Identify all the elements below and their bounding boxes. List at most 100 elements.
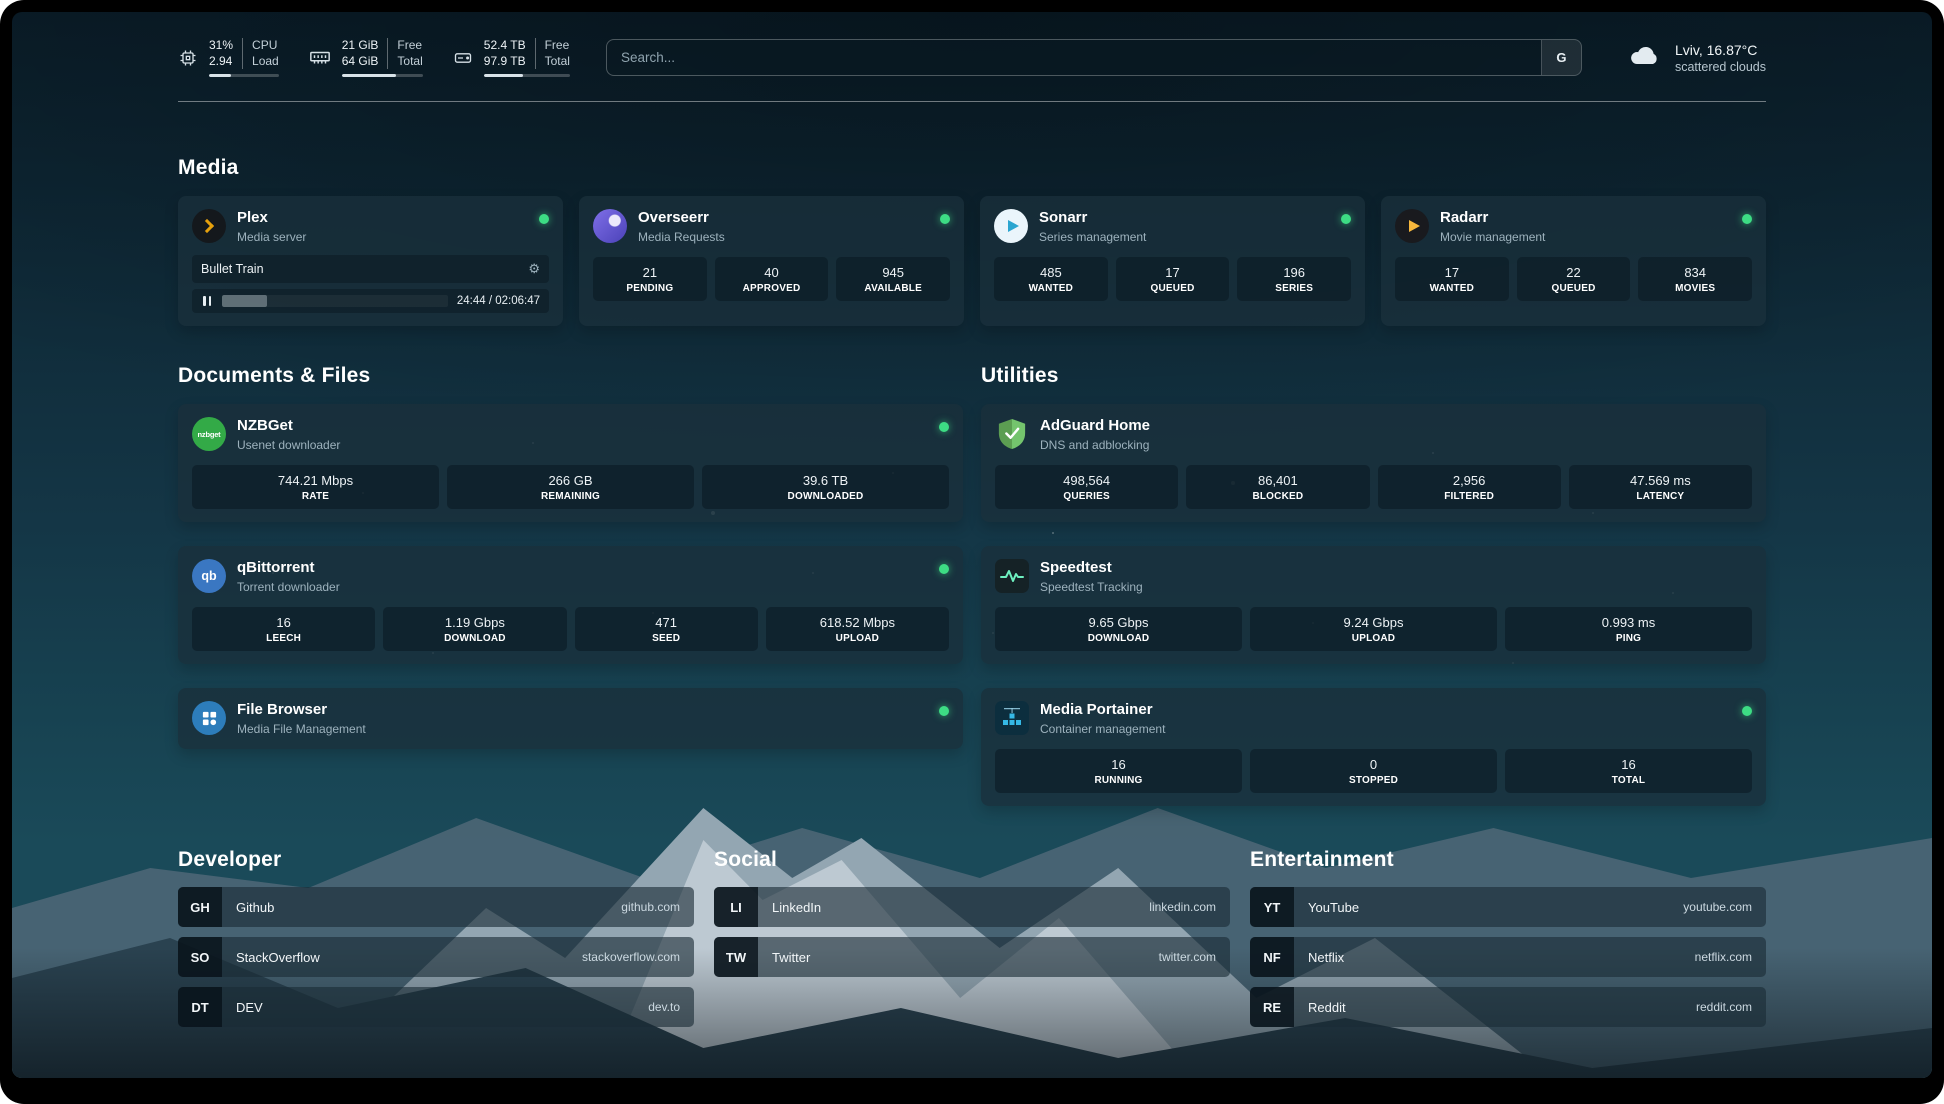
stat-seed: 471 SEED — [574, 607, 758, 652]
stat-queries: 498,564 QUERIES — [995, 465, 1179, 510]
radarr-icon — [1395, 209, 1429, 244]
bookmark-name: YouTube — [1308, 899, 1360, 915]
playback-progress[interactable] — [222, 295, 448, 308]
stat-queued: 17 QUEUED — [1115, 257, 1230, 302]
social-column: Social LI LinkedIn linkedin.com TW Twitt… — [714, 848, 1230, 1027]
developer-column: Developer GH Github github.com SO StackO… — [178, 848, 694, 1028]
system-monitors: 31% CPU 2.94 Load — [178, 38, 570, 78]
bookmark-name: StackOverflow — [236, 949, 320, 965]
app-card-adguard[interactable]: AdGuard Home DNS and adblocking 498,564 … — [981, 404, 1766, 523]
bookmark-netflix[interactable]: NF Netflix netflix.com — [1250, 937, 1766, 978]
bookmark-url: stackoverflow.com — [581, 950, 680, 965]
app-card-sonarr[interactable]: Sonarr Series management 485 WANTED 17 Q… — [980, 196, 1365, 327]
player-row: 24:44 / 02:06:47 — [192, 289, 549, 314]
bookmark-dev[interactable]: DT DEV dev.to — [178, 987, 694, 1028]
stat-downloaded: 39.6 TB DOWNLOADED — [702, 465, 949, 510]
cpu-icon — [178, 48, 198, 68]
app-card-portainer[interactable]: Media Portainer Container management 16 … — [981, 688, 1766, 807]
stat-upload: 618.52 Mbps UPLOAD — [765, 607, 949, 652]
disk-free-value: 52.4 TB — [484, 38, 536, 54]
playback-time: 24:44 / 02:06:47 — [456, 295, 540, 308]
settings-gear-icon[interactable]: ⚙ — [528, 261, 540, 277]
bookmark-youtube[interactable]: YT YouTube youtube.com — [1250, 887, 1766, 928]
app-card-plex[interactable]: Plex Media server Bullet Train ⚙ 24:44 — [178, 196, 563, 327]
stat-queued: 22 QUEUED — [1516, 257, 1631, 302]
documents-column: Documents & Files nzbget NZBGet Usenet d… — [178, 364, 963, 750]
bookmark-url: github.com — [621, 900, 680, 915]
app-card-filebrowser[interactable]: File Browser Media File Management — [178, 688, 963, 750]
app-name: qBittorrent — [237, 559, 315, 577]
stat-wanted: 485 WANTED — [994, 257, 1108, 302]
app-subtitle: Speedtest Tracking — [1040, 580, 1143, 595]
cpu-progress-bar — [209, 74, 279, 78]
memory-total-value: 64 GiB — [342, 53, 389, 70]
bookmark-stackoverflow[interactable]: SO StackOverflow stackoverflow.com — [178, 937, 694, 978]
app-card-qbittorrent[interactable]: qb qBittorrent Torrent downloader 16 — [178, 546, 963, 665]
memory-icon — [309, 48, 331, 68]
weather-widget: Lviv, 16.87°C scattered clouds — [1628, 42, 1766, 74]
disk-total-label: Total — [544, 53, 570, 68]
section-title-utilities: Utilities — [981, 364, 1059, 388]
bookmark-url: netflix.com — [1694, 950, 1752, 965]
app-subtitle: Series management — [1039, 230, 1147, 245]
disk-icon — [453, 48, 473, 68]
speedtest-icon — [995, 559, 1029, 594]
dashboard-content: 31% CPU 2.94 Load — [12, 12, 1932, 1078]
stat-ping: 0.993 ms PING — [1505, 607, 1752, 652]
app-subtitle: Media server — [237, 230, 307, 245]
search-input[interactable] — [606, 40, 1541, 76]
bookmark-github[interactable]: GH Github github.com — [178, 887, 694, 928]
app-name: File Browser — [237, 701, 328, 719]
disk-free-label: Free — [544, 38, 570, 52]
section-title-developer: Developer — [178, 848, 282, 872]
status-dot — [939, 564, 949, 575]
bookmark-reddit[interactable]: RE Reddit reddit.com — [1250, 987, 1766, 1028]
stat-series: 196 SERIES — [1237, 257, 1352, 302]
bookmark-name: DEV — [236, 999, 263, 1015]
stat-pending: 21 PENDING — [593, 257, 707, 302]
cpu-monitor: 31% CPU 2.94 Load — [178, 38, 279, 78]
app-card-speedtest[interactable]: Speedtest Speedtest Tracking 9.65 Gbps D… — [981, 546, 1766, 665]
cpu-load-value: 2.94 — [209, 53, 244, 70]
section-title-entertainment: Entertainment — [1250, 848, 1394, 872]
bookmark-name: Reddit — [1308, 999, 1346, 1015]
status-dot — [939, 706, 949, 717]
status-dot — [939, 422, 949, 433]
now-playing-row: Bullet Train ⚙ — [192, 255, 549, 284]
stat-upload: 9.24 Gbps UPLOAD — [1250, 607, 1497, 652]
stat-filtered: 2,956 FILTERED — [1377, 465, 1561, 510]
stat-approved: 40 APPROVED — [714, 257, 829, 302]
search-bar: G — [605, 39, 1582, 77]
bookmark-url: twitter.com — [1158, 950, 1216, 965]
stat-latency: 47.569 ms LATENCY — [1568, 465, 1752, 510]
disk-progress-bar — [483, 74, 570, 78]
app-card-overseerr[interactable]: Overseerr Media Requests 21 PENDING 40 A… — [579, 196, 964, 327]
bookmark-twitter[interactable]: TW Twitter twitter.com — [714, 937, 1230, 978]
memory-progress-bar — [341, 74, 423, 78]
app-name: AdGuard Home — [1040, 417, 1151, 435]
bookmark-name: LinkedIn — [772, 899, 822, 915]
stat-available: 945 AVAILABLE — [836, 257, 951, 302]
pause-icon[interactable] — [201, 294, 213, 308]
app-subtitle: Media File Management — [237, 722, 366, 737]
app-subtitle: DNS and adblocking — [1040, 438, 1150, 453]
app-card-nzbget[interactable]: nzbget NZBGet Usenet downloader 744.21 M… — [178, 404, 963, 523]
cpu-percent: 31% — [209, 38, 244, 54]
weather-condition: scattered clouds — [1674, 59, 1766, 74]
dashboard-screen: 31% CPU 2.94 Load — [12, 12, 1932, 1078]
bookmark-url: youtube.com — [1683, 900, 1752, 915]
bookmark-linkedin[interactable]: LI LinkedIn linkedin.com — [714, 887, 1230, 928]
section-title-social: Social — [714, 848, 778, 872]
memory-free-label: Free — [397, 38, 423, 52]
stat-stopped: 0 STOPPED — [1250, 749, 1497, 794]
app-subtitle: Container management — [1040, 722, 1166, 737]
bookmark-url: reddit.com — [1695, 1000, 1752, 1015]
search-engine-button[interactable]: G — [1540, 40, 1581, 76]
sonarr-icon — [994, 209, 1028, 244]
filebrowser-icon — [192, 701, 226, 736]
memory-monitor: 21 GiB Free 64 GiB Total — [309, 38, 423, 78]
bookmark-abbr: LI — [714, 887, 758, 928]
app-card-radarr[interactable]: Radarr Movie management 17 WANTED 22 QUE… — [1381, 196, 1766, 327]
status-dot — [1742, 706, 1752, 717]
